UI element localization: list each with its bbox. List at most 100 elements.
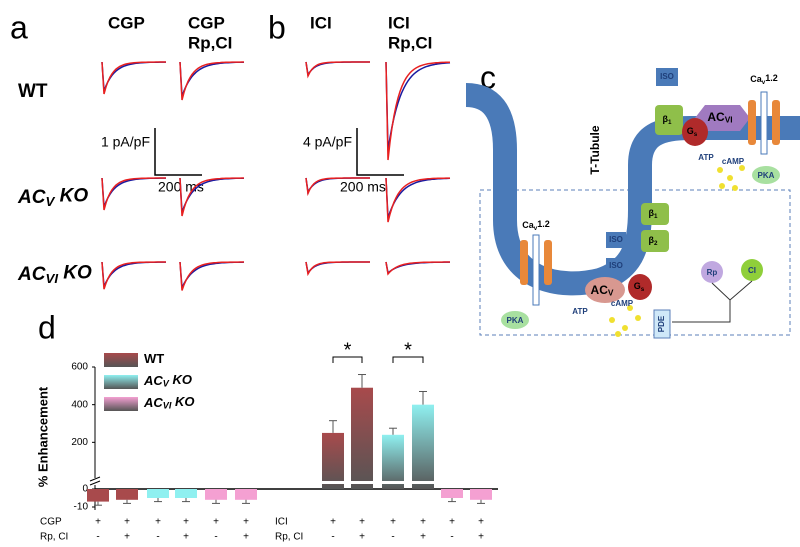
column-title: ICI	[388, 13, 410, 32]
row-label-part: KO	[58, 262, 92, 283]
diagram-label: Cav1.2	[522, 220, 550, 232]
row-label-part: AC	[17, 187, 46, 208]
current-trace	[179, 261, 244, 291]
diagram-label: CI	[748, 266, 756, 275]
axis-break-gap	[412, 481, 434, 484]
diagram-label-part: AC	[591, 283, 609, 297]
diagram-label-part: Ca	[750, 74, 762, 84]
y-tick-label: -10	[74, 502, 89, 513]
significance-label: *	[344, 339, 352, 361]
column-title: ICI	[310, 13, 332, 32]
condition-label: Rp, CI	[40, 532, 68, 543]
condition-sign: -	[331, 532, 334, 543]
diagram-label: ISO	[609, 235, 623, 244]
diagram-label: ISO	[660, 72, 674, 81]
current-trace	[179, 177, 244, 217]
condition-sign: +	[183, 532, 189, 543]
bar	[147, 489, 169, 498]
diagram-label-part: v	[762, 79, 766, 86]
legend-label-part: WT	[144, 351, 164, 366]
diagram-label: cAMP	[611, 299, 634, 308]
diagram-label-part: β	[648, 235, 654, 245]
diagram-label-part: s	[641, 286, 645, 293]
column-title: Rp,CI	[388, 33, 432, 52]
diagram-label-part: 1.2	[765, 74, 778, 84]
diagram-label: PKA	[758, 171, 775, 180]
panel-label: a	[10, 9, 28, 45]
bar	[412, 404, 434, 489]
diagram-label-part: V	[608, 288, 614, 298]
current-trace	[101, 261, 166, 290]
bar	[175, 489, 197, 498]
current-trace	[385, 61, 450, 161]
diagram-label: PDE	[657, 315, 666, 332]
significance-bracket	[392, 356, 424, 363]
current-trace	[385, 61, 451, 151]
row-label-part: VI	[45, 271, 58, 286]
bar	[470, 489, 492, 500]
current-trace	[305, 261, 370, 277]
diagram-label-part: s	[694, 131, 698, 138]
condition-sign: +	[478, 532, 484, 543]
legend-label-part: KO	[171, 394, 194, 409]
condition-sign: +	[478, 517, 484, 528]
legend-swatch	[104, 353, 138, 367]
y-tick-label: 0	[82, 484, 88, 495]
diagram-label-part: G	[687, 126, 694, 136]
diagram-label-part: 1	[654, 213, 658, 220]
condition-label: ICI	[275, 517, 288, 528]
legend-label-part: AC	[143, 373, 163, 388]
diagram-label-part: v	[534, 225, 538, 232]
bar	[322, 432, 344, 489]
diagram-label: T-Tubule	[588, 125, 602, 174]
scale-label: 200 ms	[340, 179, 386, 195]
diagram-label: ATP	[698, 153, 714, 162]
current-trace	[305, 61, 370, 77]
condition-sign: +	[359, 532, 365, 543]
row-label-part: KO	[54, 185, 88, 206]
significance-bracket	[332, 356, 363, 363]
condition-sign: +	[449, 517, 455, 528]
condition-sign: -	[214, 532, 217, 543]
axis-break-gap	[382, 481, 404, 484]
bar	[441, 489, 463, 498]
axis-break	[89, 476, 101, 486]
panel-label: d	[38, 309, 56, 345]
current-trace	[101, 177, 166, 211]
condition-label: CGP	[40, 517, 62, 528]
diagram-label-part: 1	[668, 119, 672, 126]
diagram-label-part: β	[648, 208, 654, 218]
diagram-label: ISO	[609, 261, 623, 270]
row-label-part: WT	[18, 81, 48, 102]
current-trace	[101, 61, 166, 92]
panel-label: b	[268, 9, 286, 45]
legend-label: WT	[144, 351, 164, 366]
axis-break-gap	[322, 481, 344, 484]
diagram-label-part: 2	[654, 240, 658, 247]
column-title: CGP	[108, 13, 145, 32]
condition-sign: -	[391, 532, 394, 543]
legend-label-part: VI	[163, 401, 172, 411]
condition-sign: +	[359, 517, 365, 528]
condition-sign: +	[124, 517, 130, 528]
current-trace	[385, 261, 450, 276]
diagram-label-part: 1.2	[537, 220, 550, 230]
diagram-label: β2	[648, 235, 658, 246]
y-axis-label: % Enhancement	[35, 386, 50, 487]
row-label-part: AC	[17, 264, 46, 285]
current-trace	[305, 177, 370, 197]
scale-bar	[154, 128, 404, 176]
bar	[351, 387, 373, 489]
condition-sign: +	[95, 517, 101, 528]
y-tick-label: 200	[71, 437, 88, 448]
condition-sign: +	[420, 517, 426, 528]
legend-label-part: KO	[169, 372, 192, 387]
y-tick-label: 400	[71, 399, 88, 410]
diagram-label: Gs	[634, 281, 645, 292]
current-trace	[385, 177, 450, 223]
current-trace	[305, 61, 370, 79]
condition-sign: +	[183, 517, 189, 528]
diagram-label: Cav1.2	[750, 74, 778, 86]
diagram-label: β1	[662, 114, 672, 125]
